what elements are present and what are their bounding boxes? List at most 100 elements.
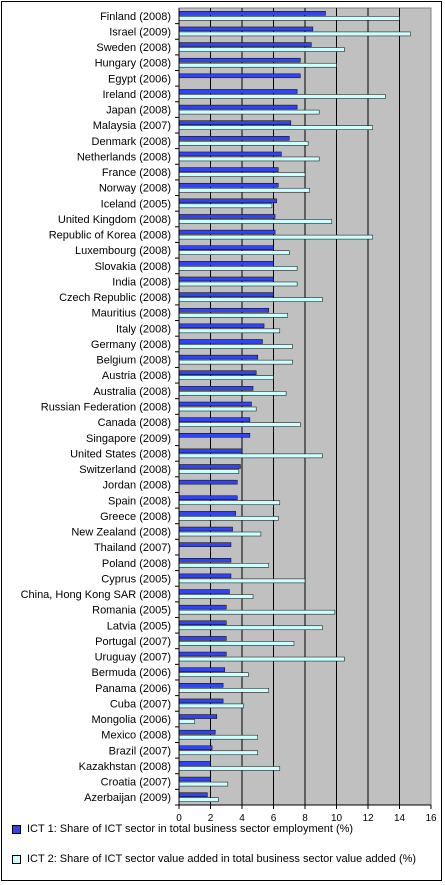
bar-ict1 bbox=[178, 573, 232, 579]
bar-ict2 bbox=[178, 703, 244, 709]
bar-ict1 bbox=[178, 370, 257, 375]
bar-ict2 bbox=[178, 187, 310, 193]
bar-ict1 bbox=[178, 417, 251, 422]
category-label: Hungary (2008) bbox=[95, 58, 171, 70]
bar-ict2 bbox=[178, 625, 323, 631]
x-tick-label: 10 bbox=[331, 813, 343, 824]
category-label: Croatia (2007) bbox=[101, 777, 171, 789]
legend-swatch-ict1 bbox=[12, 824, 21, 834]
category-label: Italy (2008) bbox=[116, 323, 171, 335]
bar-ict1 bbox=[178, 401, 252, 407]
category-label: China, Hong Kong SAR (2008) bbox=[21, 589, 171, 601]
category-label: Brazil (2007) bbox=[109, 745, 171, 757]
category-label: Slovakia (2008) bbox=[95, 261, 171, 273]
category-label: Denmark (2008) bbox=[92, 136, 171, 148]
bar-ict1 bbox=[178, 26, 314, 32]
bar-ict1 bbox=[178, 339, 263, 344]
category-label: Uruguay (2007) bbox=[95, 652, 171, 664]
category-label: Egypt (2006) bbox=[108, 73, 171, 85]
bar-ict2 bbox=[178, 750, 258, 756]
bar-ict2 bbox=[178, 219, 333, 224]
bar-ict1 bbox=[178, 776, 211, 782]
bar-ict1 bbox=[178, 182, 279, 188]
category-label: France (2008) bbox=[102, 167, 171, 179]
category-label: Luxembourg (2008) bbox=[75, 245, 171, 257]
bar-ict1 bbox=[178, 104, 298, 110]
bar-ict2 bbox=[178, 156, 320, 162]
category-label: Mongolia (2006) bbox=[92, 714, 172, 726]
bar-ict1 bbox=[178, 276, 274, 282]
bar-ict1 bbox=[178, 120, 292, 125]
bar-ict2 bbox=[178, 500, 281, 506]
category-label: Malaysia (2007) bbox=[93, 120, 171, 132]
category-label: Austria (2008) bbox=[102, 370, 171, 382]
category-label: Spain (2008) bbox=[108, 495, 171, 507]
bar-ict2 bbox=[178, 375, 274, 380]
bar-ict1 bbox=[178, 558, 232, 563]
bar-ict1 bbox=[178, 292, 274, 297]
category-label: Poland (2008) bbox=[102, 558, 171, 570]
bar-ict2 bbox=[178, 422, 301, 427]
bar-ict1 bbox=[178, 89, 298, 94]
bar-ict1 bbox=[178, 495, 238, 501]
bar-ict1 bbox=[178, 464, 241, 469]
category-label: Netherlands (2008) bbox=[77, 151, 171, 163]
bar-ict1 bbox=[178, 714, 218, 719]
bar-ict2 bbox=[178, 594, 254, 599]
bar-ict2 bbox=[178, 688, 270, 693]
bar-ict2 bbox=[178, 312, 288, 318]
bar-ict2 bbox=[178, 344, 293, 349]
bar-ict1 bbox=[178, 667, 225, 672]
category-label: Japan (2008) bbox=[106, 105, 171, 117]
x-tick-label: 2 bbox=[208, 813, 214, 824]
category-label: Belgium (2008) bbox=[96, 355, 171, 367]
category-label: Azerbaijan (2009) bbox=[84, 792, 171, 804]
x-tick-label: 0 bbox=[176, 813, 182, 824]
bar-ict2 bbox=[178, 609, 336, 615]
x-tick-label: 12 bbox=[362, 813, 374, 824]
bar-ict1 bbox=[178, 745, 213, 751]
category-label: Iceland (2005) bbox=[101, 198, 171, 210]
x-tick-label: 6 bbox=[271, 813, 277, 824]
bar-ict2 bbox=[178, 31, 411, 37]
bar-ict1 bbox=[178, 261, 274, 266]
legend-label-ict2: ICT 2: Share of ICT sector value added i… bbox=[27, 853, 417, 865]
bar-ict2 bbox=[178, 234, 373, 240]
category-label: Cuba (2007) bbox=[110, 698, 171, 710]
bar-ict2 bbox=[178, 672, 249, 677]
x-tick-label: 8 bbox=[302, 813, 308, 824]
bar-ict1 bbox=[178, 479, 238, 485]
bar-ict2 bbox=[178, 734, 258, 740]
bar-ict2 bbox=[178, 266, 298, 271]
bar-ict1 bbox=[178, 620, 227, 626]
bar-ict2 bbox=[178, 141, 309, 146]
bar-ict1 bbox=[178, 526, 233, 532]
bar-ict1 bbox=[178, 792, 208, 797]
bar-ict2 bbox=[178, 281, 298, 287]
category-label: Sweden (2008) bbox=[96, 42, 171, 54]
bar-ict1 bbox=[178, 11, 326, 16]
bar-ict2 bbox=[178, 203, 273, 209]
bar-ict2 bbox=[178, 62, 337, 68]
category-label: Ireland (2008) bbox=[103, 89, 172, 101]
bar-ict1 bbox=[178, 198, 277, 204]
bar-ict2 bbox=[178, 641, 295, 646]
bar-ict1 bbox=[178, 683, 224, 688]
bar-ict2 bbox=[178, 453, 323, 459]
category-label: Germany (2008) bbox=[91, 339, 171, 351]
bar-ict2 bbox=[178, 328, 281, 334]
bar-ict1 bbox=[178, 42, 312, 47]
bar-ict1 bbox=[178, 636, 227, 641]
bar-ict1 bbox=[178, 386, 254, 391]
bar-ict2 bbox=[178, 406, 257, 412]
bar-ict2 bbox=[178, 109, 320, 115]
bar-ict1 bbox=[178, 433, 251, 438]
bar-ict1 bbox=[178, 542, 232, 547]
bar-ict1 bbox=[178, 651, 227, 657]
category-label: Switzerland (2008) bbox=[79, 464, 171, 476]
bar-ict1 bbox=[178, 761, 211, 766]
x-tick-label: 14 bbox=[394, 813, 406, 824]
category-label: Bermuda (2006) bbox=[92, 667, 172, 679]
bar-ict2 bbox=[178, 516, 279, 521]
